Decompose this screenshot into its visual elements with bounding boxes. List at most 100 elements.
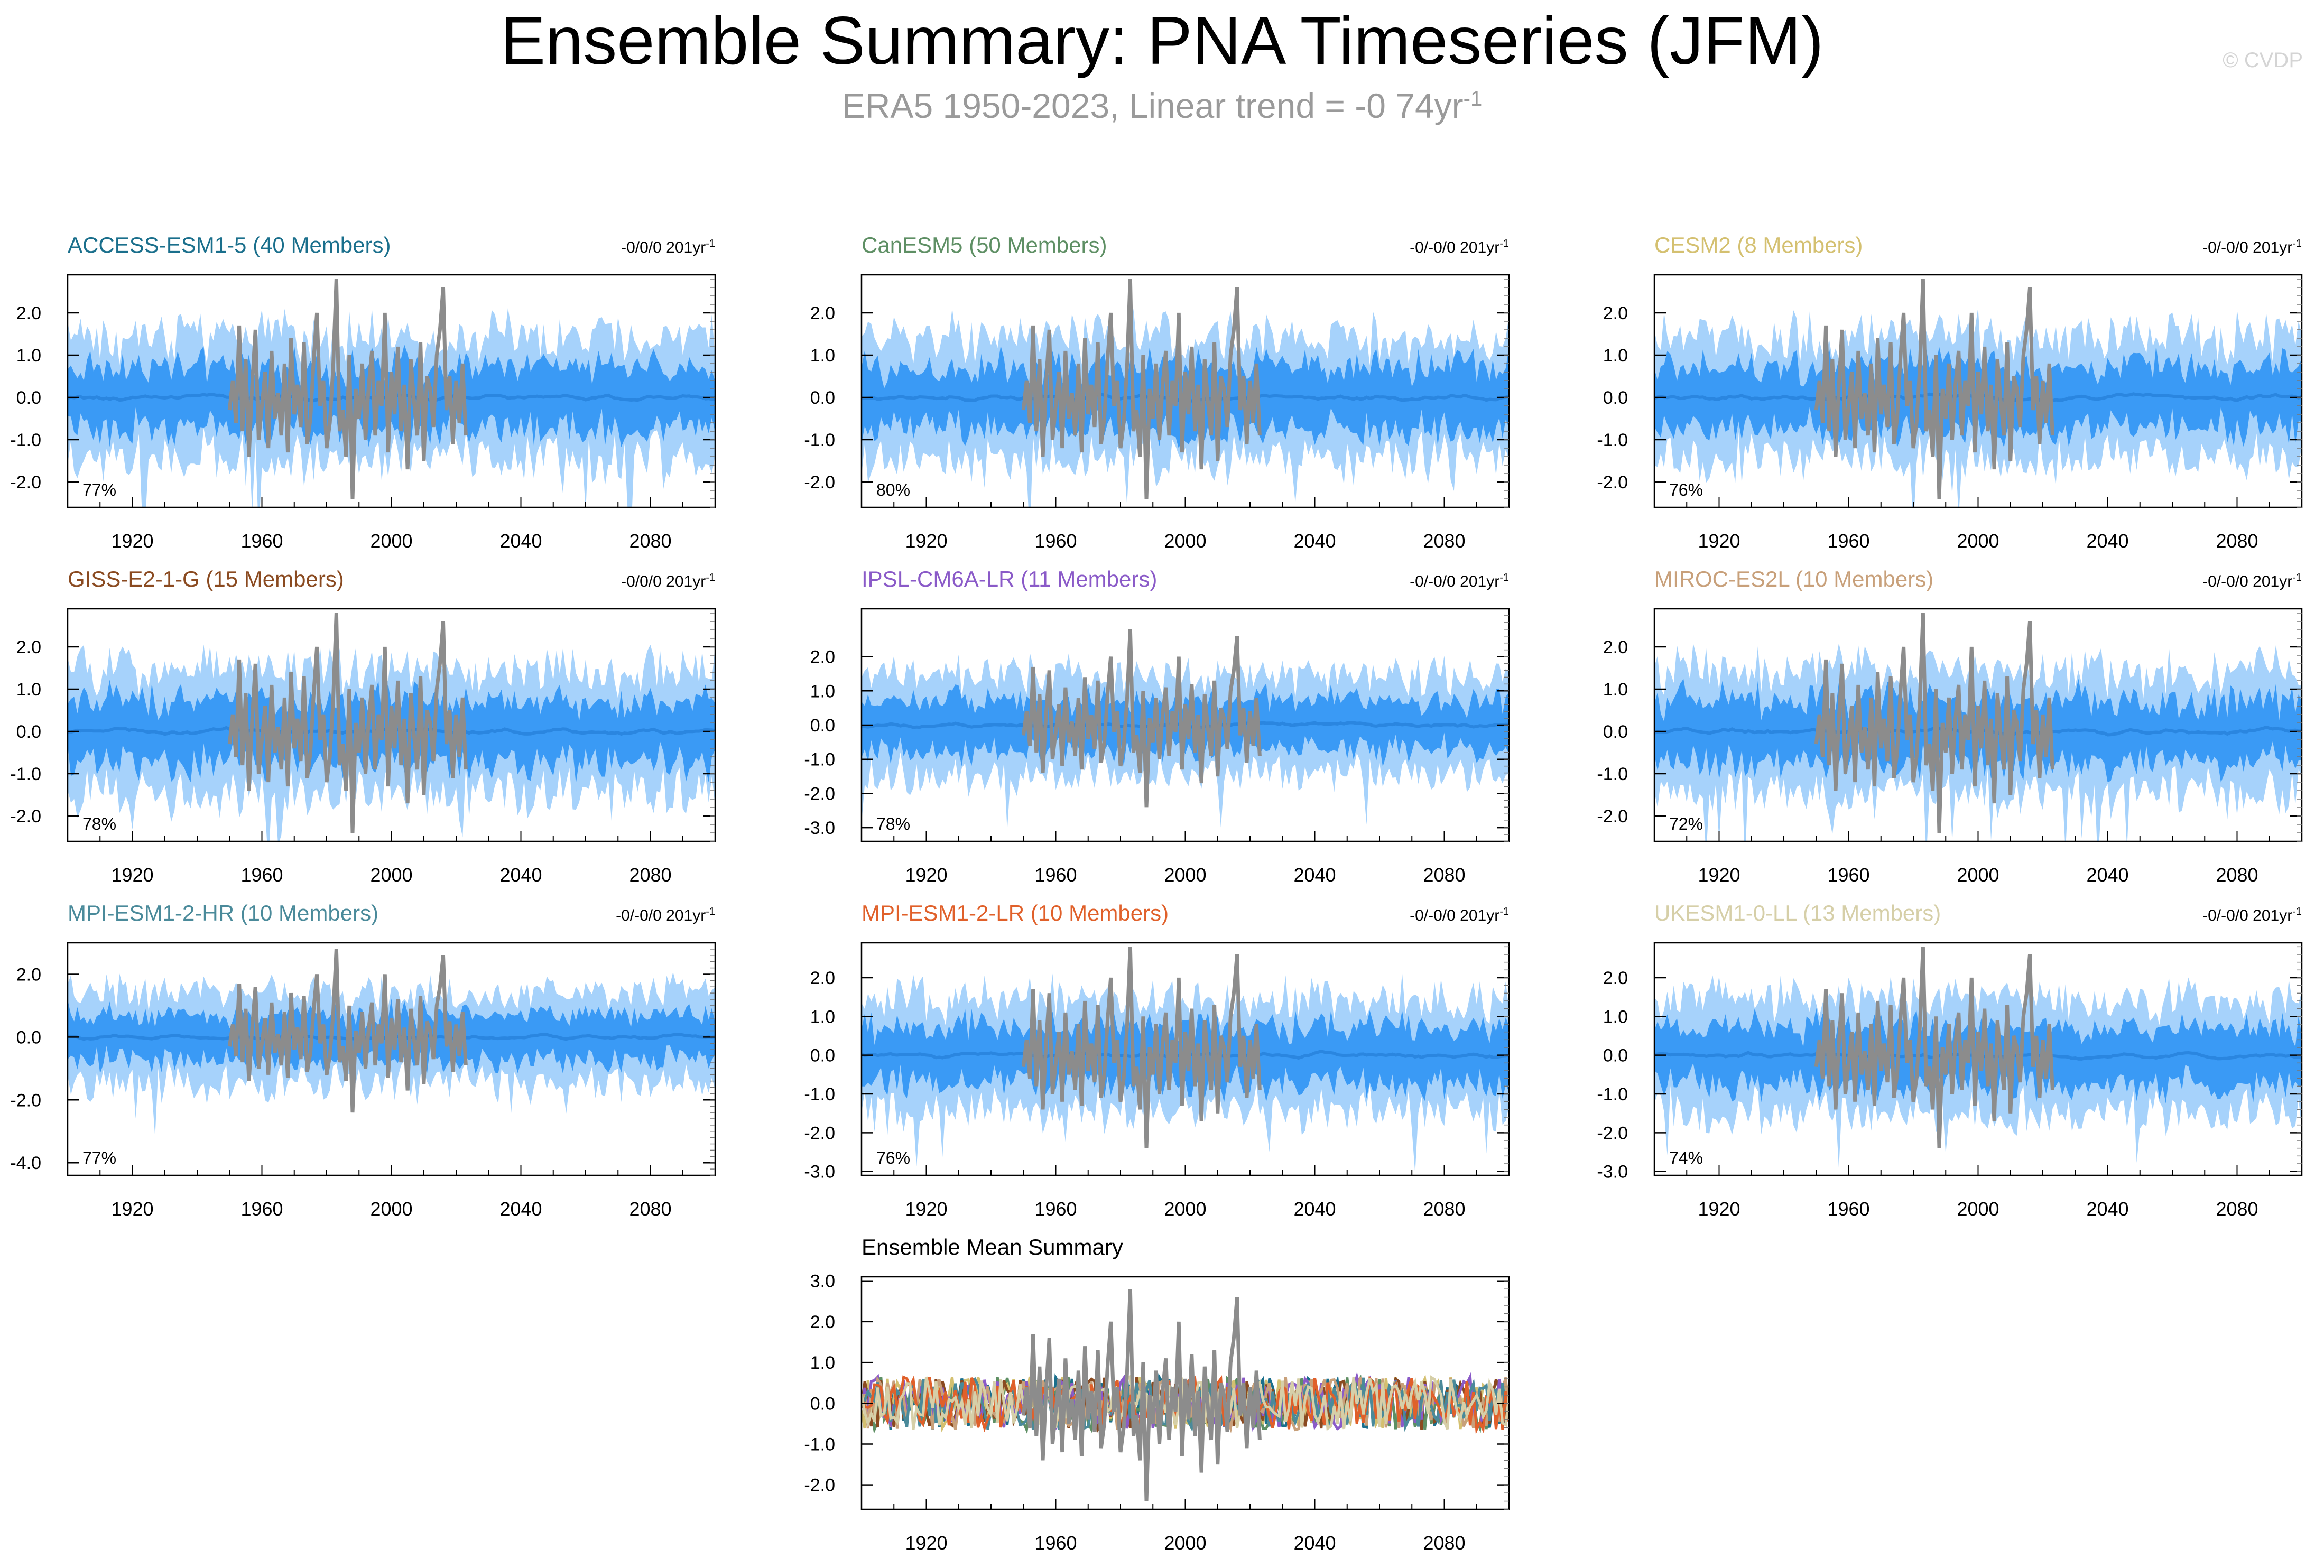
observations-line — [1021, 947, 1262, 1148]
observations-line — [1021, 279, 1262, 499]
panel-data — [862, 279, 1509, 507]
panel-trend-label: -0/-0/0 201yr-1 — [1410, 906, 1509, 925]
pattern-correlation-label: 76% — [876, 1148, 910, 1167]
x-tick-label: 1920 — [111, 530, 153, 552]
pattern-correlation-label: 72% — [1669, 814, 1703, 833]
y-tick-label: 0.0 — [810, 388, 835, 408]
panel-title: Ensemble Mean Summary — [862, 1235, 1123, 1259]
x-tick-label: 2080 — [1423, 1532, 1465, 1554]
x-tick-label: 1920 — [1698, 1198, 1740, 1220]
panel-0: 2.0 1.0 0.0 -1.0 -2.0 1920 1960 2000 2040 2080 77% — [10, 274, 716, 552]
panel-trend-label: -0/-0/0 201yr-1 — [1410, 238, 1509, 257]
y-tick-label: 2.0 — [810, 1312, 835, 1332]
y-tick-label: 2.0 — [16, 303, 41, 323]
observations-line — [227, 949, 468, 1113]
x-tick-label: 1960 — [1827, 530, 1869, 552]
x-tick-label: 2080 — [1423, 1198, 1465, 1220]
x-tick-label: 1920 — [905, 1532, 947, 1554]
x-tick-label: 1920 — [111, 864, 153, 886]
x-tick-label: 2000 — [1164, 864, 1206, 886]
y-tick-label: 1.0 — [1603, 346, 1628, 366]
x-tick-label: 2000 — [1164, 530, 1206, 552]
subtitle-superscript: -1 — [1463, 87, 1483, 110]
y-tick-label: -2.0 — [804, 784, 835, 804]
panel-2: 2.0 1.0 0.0 -1.0 -2.0 1920 1960 2000 2040 2080 76% — [1597, 274, 2303, 552]
x-tick-label: 1960 — [1827, 864, 1869, 886]
panel-title: GISS-E2-1-G (15 Members) — [68, 567, 344, 591]
trend-superscript: -1 — [706, 906, 715, 917]
x-tick-label: 1920 — [905, 864, 947, 886]
x-tick-label: 2080 — [629, 530, 671, 552]
y-tick-label: -1.0 — [804, 1434, 835, 1454]
panel-trend-label: -0/-0/0 201yr-1 — [2202, 906, 2302, 925]
trend-text: -0/-0/0 201yr — [616, 907, 706, 924]
panel-trend-label: -0/-0/0 201yr-1 — [2202, 238, 2302, 257]
y-tick-label: 2.0 — [1603, 968, 1628, 988]
x-tick-label: 2080 — [2216, 1198, 2258, 1220]
trend-superscript: -1 — [2292, 906, 2302, 917]
x-tick-label: 2040 — [1293, 1198, 1336, 1220]
y-tick-label: 2.0 — [16, 964, 41, 985]
panel-data — [862, 1289, 1509, 1501]
y-tick-label: 1.0 — [16, 346, 41, 366]
y-tick-label: 1.0 — [810, 681, 835, 701]
x-tick-label: 1920 — [905, 1198, 947, 1220]
y-tick-label: -1.0 — [1597, 430, 1628, 450]
panel-7: 2.0 1.0 0.0 -1.0 -2.0 -3.0 1920 1960 2000 2040 208… — [804, 942, 1510, 1220]
x-tick-label: 2040 — [1293, 864, 1336, 886]
x-tick-label: 2080 — [629, 1198, 671, 1220]
x-tick-label: 2040 — [1293, 530, 1336, 552]
y-tick-label: 0.0 — [810, 1046, 835, 1066]
x-tick-label: 2080 — [2216, 864, 2258, 886]
panel-9: 3.0 2.0 1.0 0.0 -1.0 -2.0 1920 1960 2000 2040 2080 — [804, 1272, 1510, 1554]
panel-title: MIROC-ES2L (10 Members) — [1654, 567, 1934, 591]
panel-data — [68, 613, 715, 841]
trend-superscript: -1 — [2292, 238, 2302, 249]
x-tick-label: 2040 — [2086, 1198, 2128, 1220]
x-tick-label: 1960 — [1827, 1198, 1869, 1220]
x-tick-label: 2000 — [370, 864, 412, 886]
y-tick-label: -2.0 — [10, 806, 41, 827]
panel-title: ACCESS-ESM1-5 (40 Members) — [68, 233, 391, 257]
page-title: Ensemble Summary: PNA Timeseries (JFM) — [500, 3, 1824, 79]
x-tick-label: 1960 — [240, 1198, 283, 1220]
x-tick-label: 2040 — [499, 864, 542, 886]
pattern-correlation-label: 74% — [1669, 1148, 1703, 1167]
y-tick-label: -1.0 — [1597, 764, 1628, 784]
y-tick-label: -1.0 — [804, 750, 835, 770]
y-tick-label: -3.0 — [804, 818, 835, 838]
x-tick-label: 2000 — [1957, 1198, 1999, 1220]
x-tick-label: 1960 — [240, 864, 283, 886]
trend-superscript: -1 — [2292, 572, 2302, 583]
x-tick-label: 2000 — [1164, 1532, 1206, 1554]
trend-text: -0/-0/0 201yr — [1410, 239, 1500, 256]
y-tick-label: -2.0 — [1597, 1123, 1628, 1143]
trend-text: -0/-0/0 201yr — [1410, 907, 1500, 924]
x-tick-label: 1960 — [240, 530, 283, 552]
y-tick-label: 1.0 — [1603, 680, 1628, 700]
panel-trend-label: -0/0/0 201yr-1 — [621, 572, 715, 591]
panel-data — [862, 629, 1509, 830]
panel-title: CESM2 (8 Members) — [1654, 233, 1863, 257]
pattern-correlation-label: 77% — [82, 1148, 116, 1167]
page-subtitle: ERA5 1950-2023, Linear trend = -0 74yr-1 — [0, 86, 2324, 126]
y-tick-label: -2.0 — [804, 1123, 835, 1143]
panel-6: 2.0 0.0 -2.0 -4.0 1920 1960 2000 2040 2080 77% — [10, 942, 716, 1220]
x-tick-label: 2040 — [2086, 530, 2128, 552]
pattern-correlation-label: 80% — [876, 480, 910, 499]
y-tick-label: -2.0 — [804, 1476, 835, 1496]
y-tick-label: 0.0 — [16, 1027, 41, 1047]
x-tick-label: 2000 — [1164, 1198, 1206, 1220]
y-tick-label: 3.0 — [810, 1272, 835, 1292]
y-tick-label: 0.0 — [1603, 388, 1628, 408]
x-tick-label: 2000 — [370, 530, 412, 552]
x-tick-label: 1960 — [1034, 1532, 1077, 1554]
x-tick-label: 2040 — [1293, 1532, 1336, 1554]
y-tick-label: 2.0 — [810, 968, 835, 988]
y-tick-label: -4.0 — [10, 1153, 41, 1173]
pattern-correlation-label: 76% — [1669, 480, 1703, 499]
y-tick-label: -1.0 — [1597, 1084, 1628, 1105]
panel-data — [68, 279, 715, 507]
x-tick-label: 2080 — [629, 864, 671, 886]
trend-text: -0/-0/0 201yr — [2202, 573, 2293, 590]
